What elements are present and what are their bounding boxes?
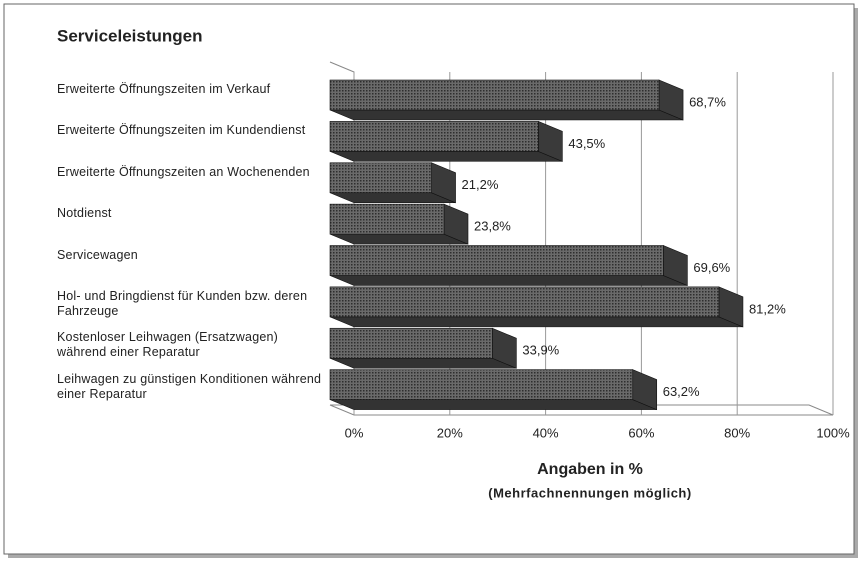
- bar: [329, 162, 432, 194]
- bar: [329, 203, 445, 235]
- x-tick-label: 0%: [345, 425, 364, 440]
- bar-bottom: [329, 151, 563, 162]
- x-axis-note: (Mehrfachnennungen möglich): [488, 485, 691, 500]
- bar: [329, 79, 660, 111]
- x-tick-label: 60%: [628, 425, 654, 440]
- chart-title: Serviceleistungen: [57, 26, 203, 45]
- value-label: 23,8%: [474, 219, 511, 234]
- x-tick-label: 40%: [533, 425, 559, 440]
- category-label: Erweiterte Öffnungszeiten im Kundendiens…: [57, 123, 306, 138]
- value-label: 43,5%: [568, 136, 605, 151]
- value-label: 33,9%: [522, 343, 559, 358]
- bar: [329, 245, 664, 276]
- bar-bottom: [329, 399, 657, 410]
- category-label: Erweiterte Öffnungszeiten im Verkauf: [57, 82, 271, 96]
- bar: [329, 286, 720, 318]
- value-label: 63,2%: [663, 384, 700, 399]
- x-tick-label: 100%: [816, 425, 850, 440]
- x-axis-title: Angaben in %: [537, 461, 643, 478]
- bar-bottom: [329, 316, 744, 328]
- bar-bottom: [329, 109, 684, 121]
- x-tick-label: 20%: [437, 425, 463, 440]
- bar: [329, 369, 634, 400]
- value-label: 21,2%: [462, 177, 499, 192]
- category-label: Erweiterte Öffnungszeiten an Wochenenden: [57, 164, 310, 179]
- bar-bottom: [329, 357, 517, 369]
- value-label: 69,6%: [693, 260, 730, 275]
- value-label: 68,7%: [689, 94, 726, 109]
- bar: [329, 121, 539, 152]
- category-label: Leihwagen zu günstigen Konditionen währe…: [57, 371, 322, 401]
- category-label: Notdienst: [57, 206, 112, 221]
- value-label: 81,2%: [749, 301, 786, 316]
- category-label: Kostenloser Leihwagen (Ersatzwagen) währ…: [57, 330, 279, 360]
- category-label: Hol- und Bringdienst für Kunden bzw. der…: [57, 288, 308, 318]
- category-label: Servicewagen: [57, 247, 138, 262]
- bar: [329, 327, 493, 359]
- bar-bottom: [329, 275, 688, 286]
- x-tick-label: 80%: [724, 425, 750, 440]
